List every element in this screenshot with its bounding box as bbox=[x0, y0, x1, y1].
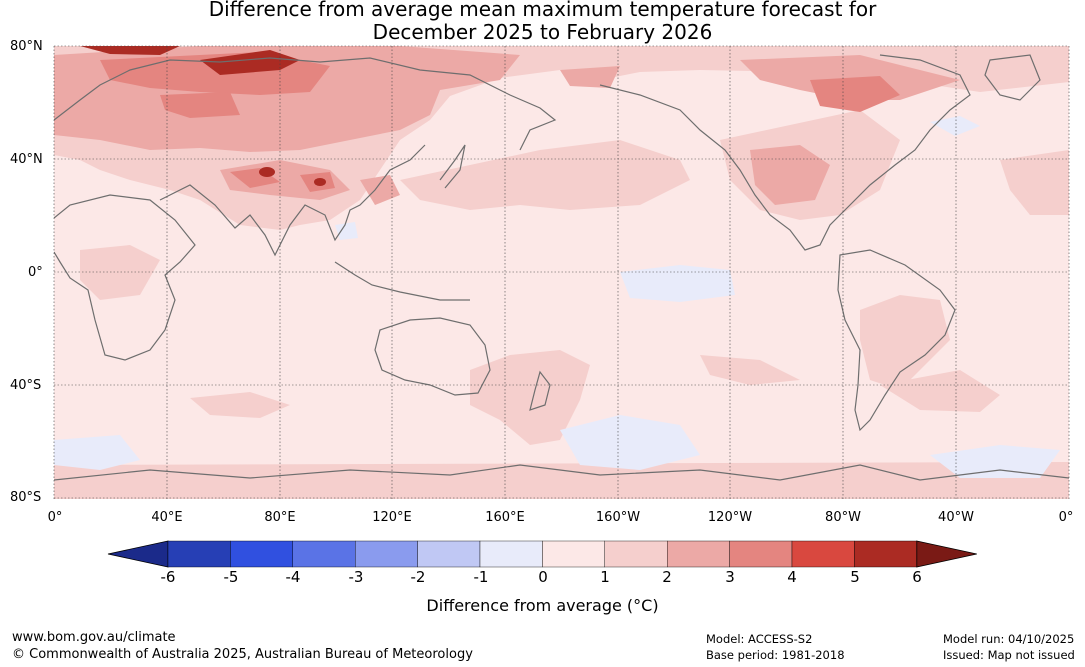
anomaly-region-barents-4to5 bbox=[80, 46, 180, 55]
lon-label-0-east: 0° bbox=[1058, 510, 1074, 525]
colorbar-segment bbox=[417, 540, 481, 568]
colorbar-segment bbox=[791, 540, 855, 568]
lat-label-40s: 40°S bbox=[10, 378, 42, 393]
lon-label-160e: 160°E bbox=[485, 510, 525, 525]
anomaly-region-south-china-sea-cool bbox=[335, 222, 358, 240]
colorbar-segment bbox=[854, 540, 918, 568]
footer-model: Model: ACCESS-S2 bbox=[706, 632, 813, 646]
anomaly-hotspot-tibet bbox=[259, 167, 275, 177]
anomaly-region-pacific-1to2 bbox=[400, 140, 690, 210]
footer-website[interactable]: www.bom.gov.au/climate bbox=[12, 630, 176, 645]
colorbar-tick-label: -5 bbox=[223, 568, 239, 586]
colorbar-extension-high bbox=[916, 540, 977, 568]
coastline-new-zealand bbox=[529, 370, 551, 411]
colorbar-tick-label: 5 bbox=[850, 568, 860, 586]
colorbar-segment bbox=[355, 540, 418, 568]
colorbar-tick-label: 2 bbox=[662, 568, 672, 586]
colorbar-tick-label: -4 bbox=[285, 568, 301, 586]
anomaly-region-south-pacific-cool bbox=[560, 415, 700, 470]
title-line-1: Difference from average mean maximum tem… bbox=[208, 0, 877, 21]
colorbar-tick-label: 3 bbox=[725, 568, 735, 586]
colorbar-tick-label: 6 bbox=[912, 568, 922, 586]
colorbar-tick-label: 0 bbox=[538, 568, 548, 586]
colorbar bbox=[107, 540, 977, 568]
coastline-eurasia-south bbox=[159, 144, 426, 257]
colorbar-segment bbox=[167, 540, 231, 568]
anomaly-region-north-atlantic-cool bbox=[930, 116, 980, 136]
lon-label-160w: 160°W bbox=[595, 510, 641, 525]
coastline-australia bbox=[374, 317, 491, 396]
colorbar-tick-label: -3 bbox=[348, 568, 364, 586]
lat-label-equator: 0° bbox=[28, 265, 43, 280]
colorbar-tick-label: 4 bbox=[787, 568, 797, 586]
anomaly-region-south-america-1to2 bbox=[860, 295, 950, 390]
colorbar-extension-low bbox=[107, 540, 169, 568]
colorbar-segment bbox=[230, 540, 293, 568]
anomaly-region-indian-ocean-1to2 bbox=[190, 392, 290, 418]
coastline-maritime-continent bbox=[334, 261, 470, 301]
colorbar-tick-label: -6 bbox=[160, 568, 176, 586]
anomaly-region-central-asia-3to4 bbox=[230, 168, 280, 188]
footer-copyright: © Commonwealth of Australia 2025, Austra… bbox=[12, 647, 473, 662]
anomaly-region-southern-ocean-1to2 bbox=[54, 462, 1069, 499]
colorbar-title: Difference from average (°C) bbox=[426, 596, 659, 615]
colorbar-segment bbox=[604, 540, 668, 568]
anomaly-region-southern-ocean-cool-2 bbox=[930, 445, 1060, 478]
anomaly-region-south-atlantic-1to2 bbox=[880, 370, 1000, 412]
footer-base-period: Base period: 1981-2018 bbox=[706, 648, 845, 662]
colorbar-segment bbox=[667, 540, 730, 568]
graticule bbox=[53, 45, 1070, 499]
coastline-north-america bbox=[599, 54, 971, 251]
lon-label-0: 0° bbox=[47, 510, 63, 525]
anomaly-region-hudson-3to4 bbox=[810, 76, 900, 112]
title-line-2: December 2025 to February 2026 bbox=[372, 20, 713, 44]
colorbar-segment bbox=[292, 540, 356, 568]
anomaly-shading bbox=[54, 46, 1069, 499]
lat-label-80s: 80°S bbox=[10, 490, 42, 505]
anomaly-region-w-atlantic-1to2 bbox=[1000, 150, 1069, 215]
lat-label-80n: 80°N bbox=[10, 39, 43, 54]
coastline-antarctica bbox=[54, 464, 1069, 481]
anomaly-region-china-2to3 bbox=[360, 175, 400, 205]
anomaly-region-canada-2to3 bbox=[740, 55, 960, 100]
coastline-africa bbox=[54, 194, 196, 361]
lon-label-80w: 80°W bbox=[825, 510, 861, 525]
anomaly-region-ural-3to4 bbox=[160, 92, 240, 118]
lon-label-80e: 80°E bbox=[264, 510, 296, 525]
lat-label-40n: 40°N bbox=[10, 152, 43, 167]
lon-label-120e: 120°E bbox=[372, 510, 412, 525]
lon-label-40w: 40°W bbox=[938, 510, 974, 525]
anomaly-region-se-pacific-1to2 bbox=[700, 355, 800, 385]
colorbar-segment bbox=[542, 540, 606, 568]
anomaly-region-australia-tasman-1to2 bbox=[470, 350, 590, 445]
anomaly-region-africa-1to2 bbox=[80, 245, 160, 300]
colorbar-segment bbox=[729, 540, 793, 568]
colorbar-tick-label: 1 bbox=[600, 568, 610, 586]
coastline-japan bbox=[439, 144, 466, 189]
anomaly-region-southern-ocean-cool-1 bbox=[54, 435, 140, 470]
coastline-eurasia-north bbox=[54, 57, 557, 151]
coastline-south-america bbox=[837, 249, 956, 432]
anomaly-region-kara-sea-4to5 bbox=[200, 50, 300, 75]
anomaly-hotspot-china bbox=[314, 178, 326, 186]
anomaly-region-us-2to3 bbox=[750, 145, 830, 205]
colorbar-tick-label: -1 bbox=[473, 568, 489, 586]
anomaly-region-arctic-2to3 bbox=[560, 66, 620, 88]
coastline-greenland bbox=[984, 54, 1041, 101]
lon-label-120w: 120°W bbox=[707, 510, 753, 525]
colorbar-tick-label: -2 bbox=[410, 568, 426, 586]
footer-issued: Issued: Map not issued bbox=[943, 648, 1075, 662]
lon-label-40e: 40°E bbox=[151, 510, 183, 525]
footer-model-run: Model run: 04/10/2025 bbox=[943, 632, 1075, 646]
coastlines bbox=[54, 54, 1069, 481]
anomaly-region-equatorial-pacific-cool bbox=[620, 265, 735, 302]
colorbar-segment bbox=[479, 540, 543, 568]
